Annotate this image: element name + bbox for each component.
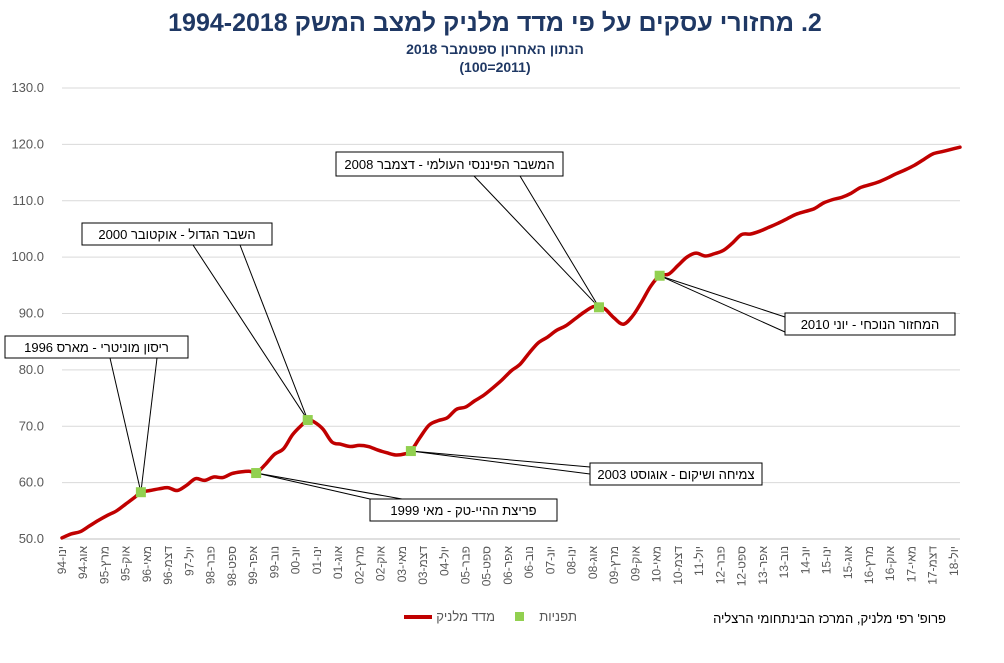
y-axis-labels: 50.0 60.0 70.0 80.0 90.0 100.0 110.0 120.0 130.0 [11,80,44,546]
callout-box [369,498,558,522]
y-tick-label: 120.0 [11,136,44,151]
x-tick-label: מרץ-95 [97,546,111,584]
x-tick-label: מרץ-02 [352,546,366,584]
credit-line: פרופ' רפי מלניק, המרכז הבינתחומי הרצליה [713,611,946,626]
x-tick-label: מאי-03 [395,546,409,582]
legend: מדד מלניק תפניות [404,609,577,624]
x-tick-label: נוב-13 [777,546,791,578]
turning-point-marker [654,270,665,281]
callout-boxes: ריסון מוניטרי - מארס 1996 פריצת ההיי-טק -… [4,151,956,522]
x-tick-label: פבר-98 [204,546,218,584]
callout-label: צמיחה ושיקום - אוגוסט 2003 [597,467,754,482]
callout-leader-line [410,450,591,468]
x-tick-label: יול-18 [947,546,961,576]
chart-subtitle: הנתון האחרון ספטמבר 2018 [406,41,584,57]
x-tick-label: אוג-08 [586,546,600,580]
callout-box [784,312,956,336]
series-layer [60,145,962,540]
callout-leader-line [109,357,142,493]
x-tick-label: אפר-99 [246,546,260,585]
turning-point-marker [302,415,313,426]
callout-label: ריסון מוניטרי - מארס 1996 [24,340,169,355]
x-tick-label: אוג-94 [76,546,90,580]
callout-leaders [109,175,786,500]
callout-leader-line [473,175,600,308]
x-tick-label: ספט-12 [735,546,749,586]
x-tick-label: ינו-08 [565,546,579,574]
x-tick-label: מרץ-09 [607,546,621,584]
turning-point-marker [135,487,146,498]
callout-box [589,462,763,486]
x-tick-label: דצמ-03 [416,546,430,585]
x-tick-label: יול-04 [437,546,451,576]
x-tick-label: ספט-05 [480,546,494,586]
y-tick-label: 90.0 [19,306,44,321]
x-tick-label: פבר-05 [458,546,472,584]
x-tick-label: מאי-17 [904,546,918,582]
x-tick-label: דצמ-96 [161,546,175,585]
callout-box [335,151,564,177]
callout-leader-line [659,275,786,318]
x-tick-label: נוב-06 [522,546,536,578]
callout-leader-line [140,357,158,493]
x-tick-label: מאי-10 [650,546,664,582]
marker-layer [135,270,665,498]
y-tick-label: 60.0 [19,475,44,490]
callout-leader-line [192,244,309,421]
callout-label: השבר הגדול - אוקטובר 2000 [98,227,255,242]
x-tick-label: ספט-98 [225,546,239,586]
callout-leader-line [239,244,309,421]
x-tick-label: אפר-06 [501,546,515,585]
x-tick-label: ינו-01 [310,546,324,574]
x-axis-labels: ינו-94 אוג-94 מרץ-95 אוק-95 מאי-96 דצמ-96 יול-… [55,546,961,587]
x-tick-label: אוק-02 [374,546,388,582]
x-tick-label: אוג-01 [331,546,345,580]
x-tick-label: מרץ-16 [862,546,876,584]
x-tick-label: ינו-94 [55,546,69,574]
x-tick-label: אוק-16 [883,546,897,582]
callout-box [81,222,273,246]
callout-box [4,335,189,359]
x-tick-label: אוק-95 [119,546,133,582]
x-tick-label: דצמ-17 [926,546,940,585]
turning-point-marker [593,302,604,313]
y-tick-label: 70.0 [19,418,44,433]
legend-line-label: מדד מלניק [436,609,495,624]
y-tick-label: 50.0 [19,531,44,546]
callout-leader-line [659,275,786,333]
callout-label: המחזור הנוכחי - יוני 2010 [801,317,940,332]
x-tick-label: ינו-15 [820,546,834,574]
chart-base-note: (2011=100) [459,59,531,75]
x-tick-label: יונ-00 [289,546,303,574]
x-tick-label: דצמ-10 [671,546,685,585]
x-tick-label: יונ-14 [798,546,812,574]
turning-point-marker [251,468,262,479]
callout-leader-line [519,175,600,308]
x-tick-label: אפר-13 [756,546,770,585]
x-tick-label: יול-97 [182,546,196,576]
x-tick-label: פבר-12 [713,546,727,584]
x-tick-label: יול-11 [692,546,706,576]
legend-marker-swatch [515,612,524,621]
y-tick-label: 100.0 [11,249,44,264]
x-tick-label: נוב-99 [267,546,281,578]
chart-title: 2. מחזורי עסקים על פי מדד מלניק למצב המש… [168,9,822,37]
x-tick-label: יונ-07 [543,546,557,574]
x-tick-label: מאי-96 [140,546,154,582]
x-tick-label: אוק-09 [628,546,642,582]
y-tick-label: 110.0 [12,193,44,208]
legend-marker-label: תפניות [539,609,577,624]
callout-leader-line [256,472,371,500]
callout-leader-line [410,450,591,475]
callout-label: פריצת ההיי-טק - מאי 1999 [390,503,536,518]
y-tick-label: 80.0 [19,362,44,377]
x-tick-label: אוג-15 [841,546,855,580]
turning-point-marker [405,446,416,457]
y-tick-label: 130.0 [11,80,44,95]
callout-label: המשבר הפיננסי העולמי - דצמבר 2008 [344,157,554,172]
series-line-melnick-index [60,145,962,540]
callout-leader-line [256,472,403,500]
